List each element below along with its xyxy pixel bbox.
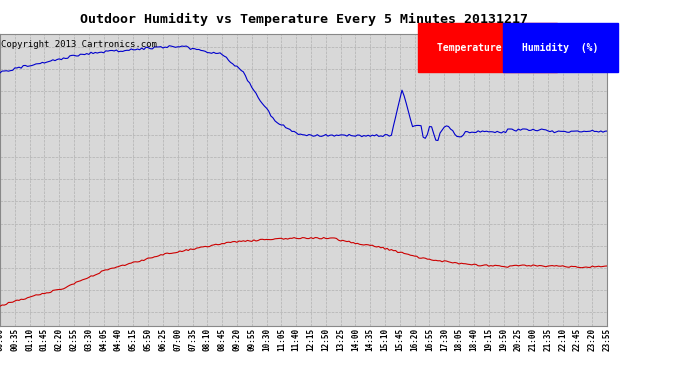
Text: Outdoor Humidity vs Temperature Every 5 Minutes 20131217: Outdoor Humidity vs Temperature Every 5 … [79,13,528,26]
Text: Copyright 2013 Cartronics.com: Copyright 2013 Cartronics.com [1,40,157,49]
Text: Humidity  (%): Humidity (%) [522,42,598,52]
Text: Temperature  (°F): Temperature (°F) [437,42,537,52]
